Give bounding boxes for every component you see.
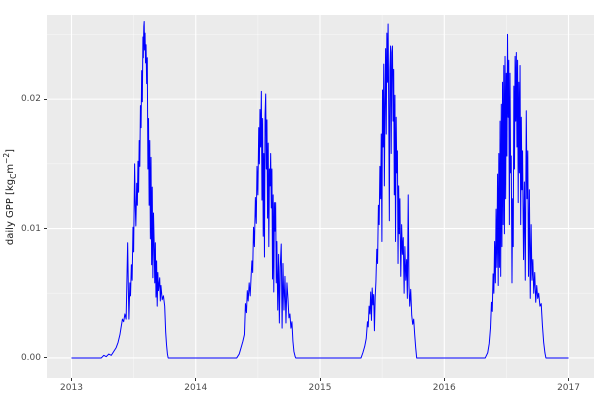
x-axis-tick-mark: [568, 378, 570, 381]
x-axis-tick-mark: [319, 378, 321, 381]
x-axis-tick-mark: [443, 378, 445, 381]
y-axis-title-suffix: ]: [5, 148, 17, 153]
y-axis-title-text: daily GPP [kg: [5, 178, 17, 245]
gpp-data-line: [71, 20, 569, 359]
y-axis-tick-label: 0.01: [20, 223, 41, 234]
y-axis-tick-label: 0.00: [20, 352, 41, 363]
x-axis-tick-label: 2017: [557, 383, 580, 393]
y-axis-title-mid: m: [5, 163, 17, 174]
x-axis-tick-mark: [70, 378, 72, 381]
y-axis-tick-label: 0.02: [20, 94, 41, 105]
x-axis-tick-label: 2014: [184, 383, 208, 393]
y-axis-tick-mark: [44, 228, 47, 230]
y-axis-tick-mark: [44, 357, 47, 359]
y-axis-tick-mark: [44, 98, 47, 100]
y-axis-title-superscript: −2: [1, 152, 11, 164]
x-axis-tick-label: 2015: [308, 383, 332, 393]
x-axis-tick-label: 2016: [432, 383, 456, 393]
x-axis-tick-mark: [195, 378, 197, 381]
plot-area-svg: [47, 15, 594, 378]
plot-panel: [47, 15, 594, 378]
x-axis-tick-label: 2013: [60, 383, 83, 393]
